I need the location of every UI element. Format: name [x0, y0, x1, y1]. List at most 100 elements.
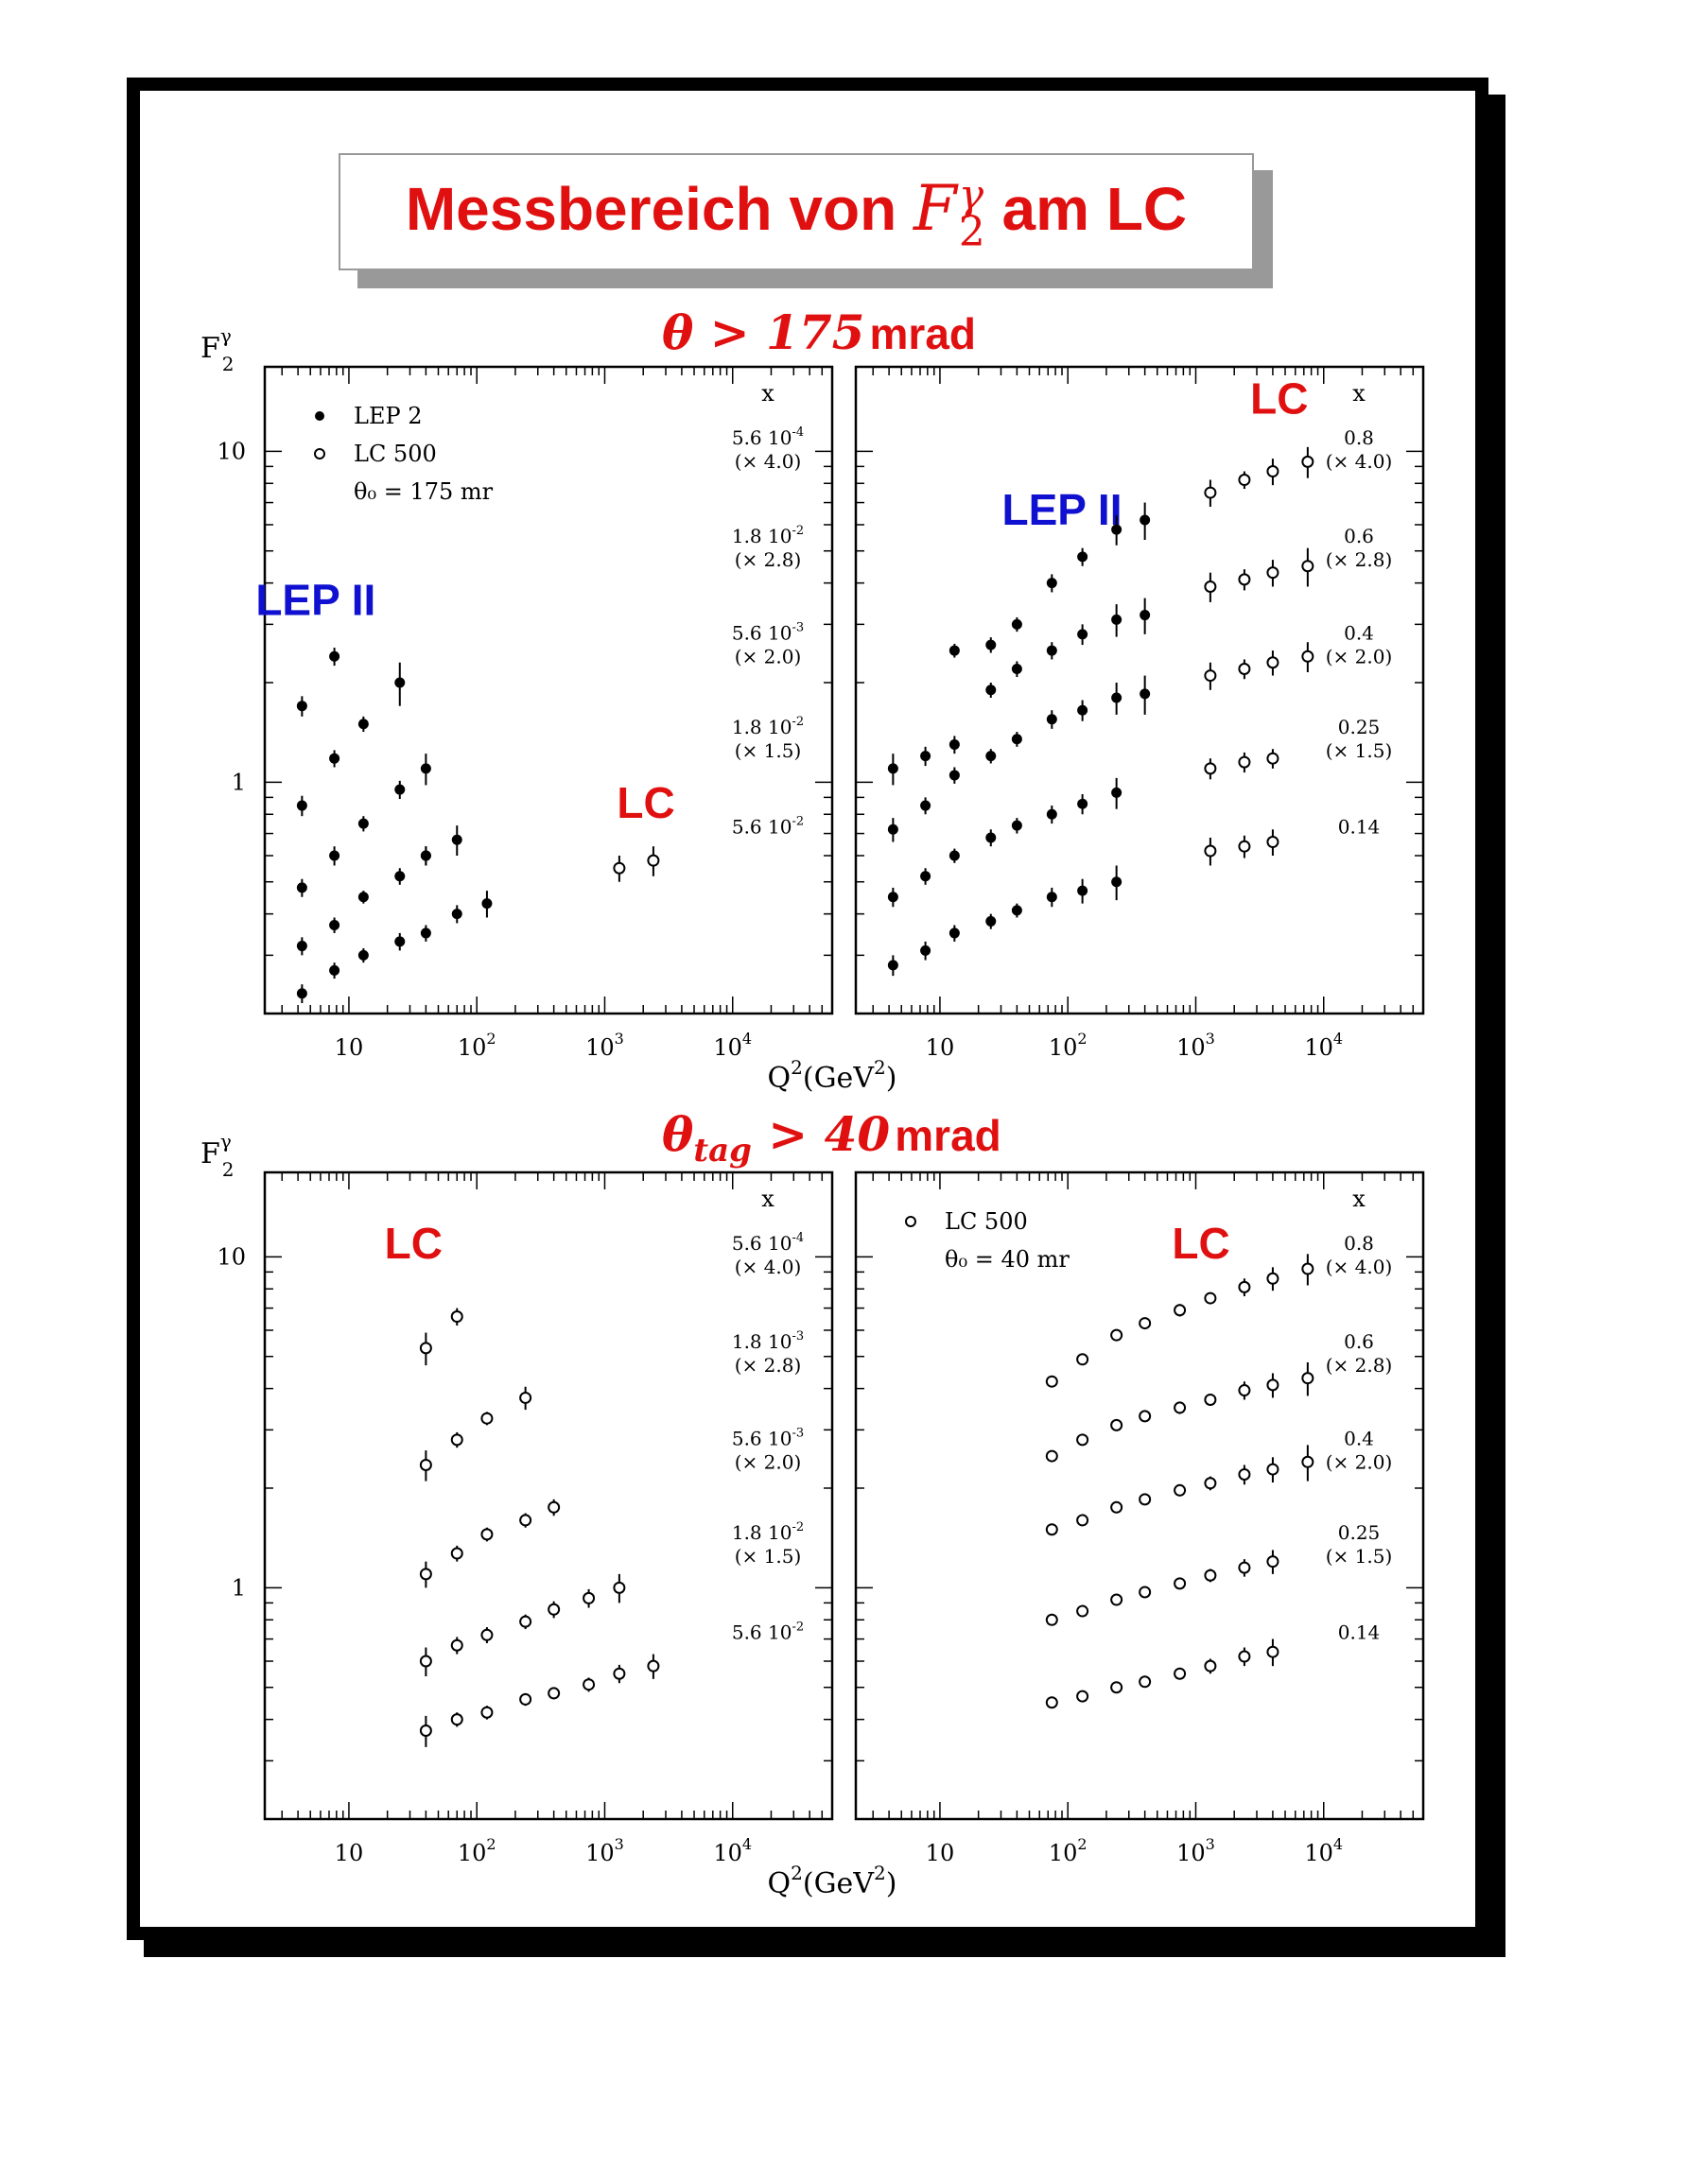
x-bin-label-bottom-left: 5.6 10-2 — [732, 1621, 804, 1644]
x-bin-factor-top-left: (× 1.5) — [735, 739, 802, 762]
data-point-open-bottom-right — [1045, 1523, 1058, 1536]
x-bin-factor-bottom-left: (× 2.8) — [735, 1354, 802, 1377]
data-point-open-bottom-right — [1139, 1317, 1152, 1330]
data-point-filled-top-left — [296, 941, 307, 952]
x-tick-label-bottom-left: 102 — [458, 1835, 496, 1866]
x-bin-label-bottom-left: 5.6 10-4 — [732, 1231, 804, 1255]
data-point-open-top-right — [1204, 669, 1217, 683]
section-bottom-unit: mrad — [895, 1111, 1001, 1160]
data-point-filled-top-left — [329, 650, 340, 662]
data-point-filled-top-left — [357, 949, 369, 961]
data-point-open-bottom-right — [1266, 1555, 1279, 1569]
data-point-open-bottom-right — [1076, 1353, 1089, 1366]
data-point-filled-top-left — [394, 936, 406, 947]
x-bin-factor-bottom-right: (× 2.8) — [1326, 1354, 1393, 1377]
data-point-filled-top-right — [1111, 787, 1122, 798]
data-point-filled-top-right — [920, 871, 931, 882]
x-tick-label-top-left: 103 — [585, 1030, 624, 1061]
data-point-filled-top-right — [1011, 905, 1022, 916]
x-bin-factor-top-left: (× 2.0) — [735, 645, 802, 667]
x-bin-label-top-right: 0.4 — [1344, 621, 1374, 644]
section-title-bottom: θtag > 40 mrad — [662, 1106, 1001, 1170]
data-point-filled-top-right — [948, 927, 960, 939]
data-point-open-bottom-left — [450, 1433, 463, 1447]
data-point-open-top-right — [1238, 755, 1251, 769]
data-point-open-bottom-left — [613, 1667, 626, 1680]
x-tick-label-top-right: 104 — [1304, 1030, 1343, 1061]
data-point-filled-top-right — [1077, 885, 1088, 896]
x-bin-label-bottom-right: 0.4 — [1344, 1427, 1374, 1449]
legend-marker-open-top-left — [314, 448, 325, 459]
data-point-open-bottom-right — [1110, 1500, 1123, 1514]
x-axis-label-top: Q2(GeV2) — [768, 1056, 897, 1095]
data-point-open-bottom-right — [1301, 1455, 1314, 1468]
x-tick-label-bottom-left: 10 — [335, 1840, 364, 1866]
data-point-open-bottom-right — [1110, 1593, 1123, 1606]
x-bin-factor-bottom-left: (× 2.0) — [735, 1450, 802, 1473]
data-point-open-bottom-right — [1238, 1384, 1251, 1397]
data-point-open-top-right — [1204, 580, 1217, 593]
data-point-open-bottom-left — [480, 1412, 494, 1425]
data-point-open-bottom-right — [1266, 1272, 1279, 1285]
data-point-open-bottom-right — [1204, 1659, 1217, 1673]
title-symbol-letter: F — [913, 172, 957, 246]
data-point-open-bottom-right — [1238, 1280, 1251, 1293]
x-bin-factor-top-right: (× 1.5) — [1326, 739, 1393, 762]
data-point-filled-top-left — [394, 784, 406, 795]
x-bin-factor-bottom-right: (× 4.0) — [1326, 1256, 1393, 1278]
data-point-filled-top-left — [296, 988, 307, 999]
data-point-filled-top-right — [985, 685, 997, 696]
data-point-open-bottom-left — [583, 1678, 596, 1691]
data-point-filled-top-right — [948, 645, 960, 656]
data-point-open-top-right — [1204, 486, 1217, 499]
data-point-open-bottom-right — [1110, 1681, 1123, 1694]
legend-marker-filled-top-left — [315, 411, 324, 421]
section-bottom-rest: > 40 — [751, 1106, 891, 1162]
x-column-header-top-left: x — [761, 380, 774, 407]
data-point-filled-top-right — [985, 639, 997, 650]
data-point-open-bottom-left — [419, 1458, 432, 1471]
data-point-filled-top-right — [1011, 734, 1022, 745]
x-bin-label-top-left: 5.6 10-3 — [732, 620, 804, 644]
y-tick-label-top-left: 10 — [217, 438, 246, 464]
x-column-header-top-right: x — [1352, 380, 1366, 407]
data-point-open-bottom-right — [1238, 1650, 1251, 1663]
section-bottom-theta: θ — [662, 1106, 694, 1162]
data-point-open-bottom-right — [1301, 1372, 1314, 1385]
data-point-open-bottom-left — [480, 1528, 494, 1541]
data-point-open-top-right — [1204, 844, 1217, 858]
legend-label-top-left: θ₀ = 175 mr — [354, 478, 494, 505]
data-point-open-bottom-left — [647, 1659, 660, 1673]
data-point-open-bottom-left — [419, 1724, 432, 1737]
data-point-open-bottom-right — [1301, 1262, 1314, 1275]
x-axis-label-bottom: Q2(GeV2) — [768, 1862, 897, 1900]
x-column-header-bottom-right: x — [1352, 1186, 1366, 1212]
plot-frame-bottom-right — [854, 1170, 1425, 1821]
data-point-filled-top-right — [985, 915, 997, 927]
data-point-filled-top-left — [420, 763, 431, 774]
data-point-open-bottom-right — [1045, 1375, 1058, 1388]
data-point-open-bottom-left — [519, 1391, 532, 1404]
data-point-filled-top-left — [394, 871, 406, 882]
data-point-open-bottom-left — [450, 1310, 463, 1324]
annotation-label-bottom-right: LC — [1172, 1219, 1229, 1268]
data-point-open-bottom-left — [480, 1628, 494, 1641]
data-point-open-bottom-right — [1174, 1401, 1187, 1414]
data-point-filled-top-right — [920, 751, 931, 762]
data-point-filled-top-left — [329, 964, 340, 976]
data-point-open-bottom-left — [519, 1514, 532, 1527]
data-point-filled-top-left — [296, 882, 307, 893]
x-tick-label-top-left: 10 — [335, 1034, 364, 1061]
data-point-open-top-right — [1266, 566, 1279, 580]
data-point-filled-top-left — [394, 677, 406, 688]
data-point-filled-top-right — [1077, 704, 1088, 716]
data-point-open-bottom-left — [450, 1547, 463, 1560]
data-point-filled-top-left — [357, 818, 369, 829]
data-point-filled-top-right — [985, 751, 997, 762]
data-point-filled-top-right — [948, 850, 960, 861]
data-point-filled-top-left — [451, 909, 462, 920]
data-point-open-bottom-right — [1110, 1328, 1123, 1342]
data-point-filled-top-right — [1046, 645, 1057, 656]
